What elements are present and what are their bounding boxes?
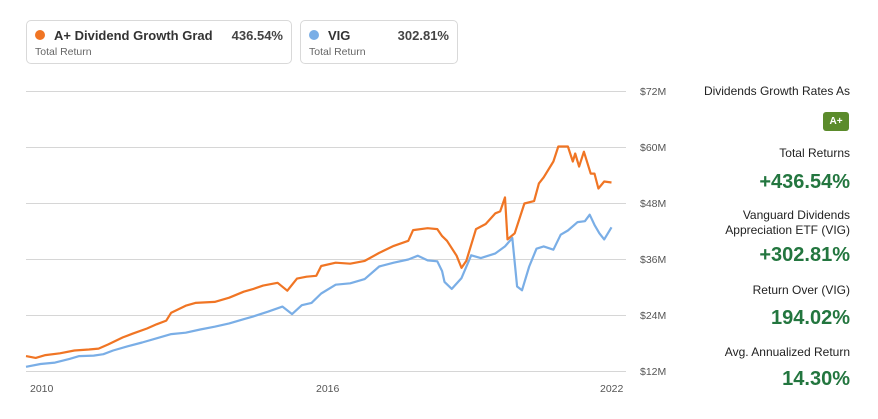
return-over-value: 194.02% [771,307,850,329]
y-tick-label: $60M [640,141,667,154]
y-tick-label: $12M [640,365,667,378]
series-line-a-plus[interactable] [25,145,612,359]
y-tick-label: $24M [640,309,667,322]
legend-series-name: VIG [328,27,351,43]
x-tick-label: 2022 [600,383,624,395]
grade-badge: A+ [823,112,849,131]
series-line-vig[interactable] [25,213,613,368]
legend-series-sublabel: Total Return [309,46,366,58]
series-dot-icon [35,30,45,40]
return-over-label: Return Over (VIG) [752,283,850,297]
legend-card-a-plus[interactable]: A+ Dividend Growth Grad 436.54% Total Re… [26,20,292,64]
legend-card-vig[interactable]: VIG 302.81% Total Return [300,20,458,64]
avg-annualized-label: Avg. Annualized Return [724,345,850,359]
x-tick-label: 2010 [30,383,54,395]
y-tick-label: $36M [640,253,667,266]
grade-label: Dividends Growth Rates As [703,84,850,98]
y-tick-label: $48M [640,197,667,210]
x-tick-label: 2016 [316,383,340,395]
legend-series-name: A+ Dividend Growth Grad [54,27,213,43]
avg-annualized-value: 14.30% [782,368,850,390]
legend-series-value: 302.81% [397,27,449,43]
y-tick-label: $72M [640,85,667,98]
legend-series-value: 436.54% [231,27,283,43]
chart-gridlines [26,91,626,372]
vig-label-line2: Appreciation ETF (VIG) [725,223,850,237]
total-returns-label: Total Returns [779,146,850,160]
vig-label-line1: Vanguard Dividends [742,208,850,222]
legend-series-sublabel: Total Return [35,46,92,58]
series-dot-icon [309,30,319,40]
vig-return-value: +302.81% [759,244,850,266]
total-returns-value: +436.54% [759,171,850,193]
